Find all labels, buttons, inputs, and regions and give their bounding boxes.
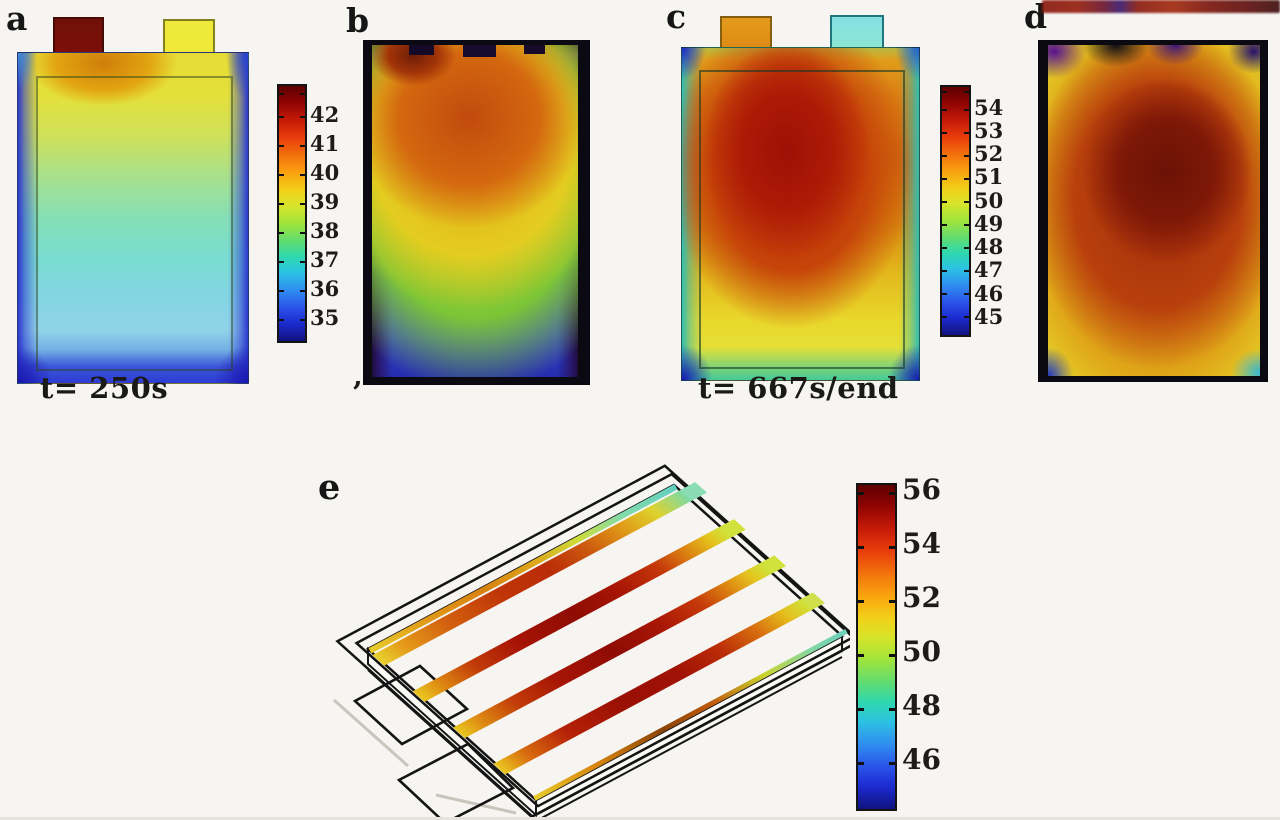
colorbar-e-gradient (856, 483, 897, 811)
pouch-outline-outer (337, 466, 850, 817)
colorbar-e-label: 56 (902, 473, 941, 506)
heat-pipe-3-tip (760, 555, 787, 574)
colorbar-c-label: 47 (974, 257, 1004, 282)
colorbar-a-gradient (277, 84, 307, 343)
tab-outline-2 (396, 742, 516, 820)
panel-a-letter: a (6, 0, 28, 38)
colorbar-c-ticks-left (942, 87, 947, 335)
panel-b-stray-mark: ’ (352, 376, 363, 411)
colorbar-a-label: 41 (310, 131, 340, 156)
colorbar-c-label: 53 (974, 118, 1004, 143)
heat-pipe-2 (412, 525, 734, 702)
colorbar-e-label: 46 (902, 743, 941, 776)
panel-b-ir-frame (363, 40, 590, 385)
panel-e: e (315, 462, 860, 820)
panel-d: d (1024, 0, 1280, 400)
panel-d-ir-heatmap (1048, 45, 1260, 376)
colorbar-c-label: 45 (974, 304, 1004, 329)
colorbar-c-gradient (940, 85, 971, 337)
panel-a-cell-heatmap (17, 52, 249, 384)
colorbar-a-label: 39 (310, 189, 340, 214)
colorbar-a-label: 35 (310, 305, 340, 330)
heat-pipe-2-tip (720, 519, 746, 538)
colorbar-c-label: 48 (974, 234, 1004, 259)
panel-e-letter: e (318, 467, 341, 508)
back-edge-heat-band (370, 487, 676, 651)
heat-pipe-4 (493, 598, 815, 775)
panel-c-letter: c (666, 0, 687, 36)
colorbar-a-label: 40 (310, 160, 340, 185)
heat-pipe-1 (372, 489, 694, 666)
colorbar-c-label: 54 (974, 95, 1004, 120)
front-edge-heat-band (534, 631, 846, 798)
panel-a: a t= 250s (0, 0, 262, 415)
heat-pipe-3 (452, 561, 774, 739)
colorbar-c-label: 46 (974, 281, 1004, 306)
panel-b-top-notch (524, 45, 546, 54)
panel-b-top-notch (462, 45, 496, 57)
colorbar-e-label: 52 (902, 581, 941, 614)
figure-bottom-edge (0, 817, 1280, 820)
faint-layer-lines (333, 698, 517, 815)
colorbar-e-label: 50 (902, 635, 941, 668)
panel-d-letter: d (1024, 0, 1048, 36)
colorbar-c-label: 49 (974, 211, 1004, 236)
panel-b-ir-heatmap (372, 45, 578, 377)
colorbar-e-label: 48 (902, 689, 941, 722)
panel-d-ir-frame (1038, 40, 1268, 382)
colorbar-a-label: 42 (310, 102, 340, 127)
colorbar-a-label: 37 (310, 247, 340, 272)
colorbar-e-ticks-left (858, 485, 864, 809)
cropped-image-strip (1042, 0, 1280, 13)
panel-a-cell-inner-outline (36, 76, 233, 371)
colorbar-e: 56 54 52 50 48 46 (856, 475, 966, 815)
colorbar-e-label: 54 (902, 527, 941, 560)
colorbar-c-label: 50 (974, 188, 1004, 213)
colorbar-a: 42 41 40 39 38 37 36 35 (277, 84, 357, 346)
heat-pipe-3d-plot (315, 462, 850, 820)
colorbar-c: 54 53 52 51 50 49 48 47 46 45 (940, 85, 1020, 340)
panel-b-letter: b (346, 1, 370, 40)
panel-c: c t= 667s/end (660, 0, 926, 415)
colorbar-a-ticks-left (279, 86, 284, 341)
panel-c-cell-inner-outline (699, 70, 905, 369)
panel-b-top-notch (409, 45, 434, 55)
colorbar-a-ticks-right (300, 86, 305, 341)
panel-b: b ’ (346, 0, 598, 412)
colorbar-c-label: 51 (974, 164, 1004, 189)
plate-top-face (337, 462, 850, 816)
heat-pipe-4-tip (800, 592, 825, 610)
panel-a-caption: t= 250s (40, 371, 169, 405)
panel-c-cell-heatmap (681, 47, 920, 381)
colorbar-c-ticks-right (964, 87, 969, 335)
colorbar-c-label: 52 (974, 141, 1004, 166)
panel-c-caption: t= 667s/end (698, 371, 899, 405)
pouch-outline-mid (357, 474, 850, 806)
heat-pipe-1-tip (679, 482, 707, 501)
colorbar-a-label: 36 (310, 276, 340, 301)
colorbar-e-ticks-right (889, 485, 895, 809)
colorbar-a-label: 38 (310, 218, 340, 243)
